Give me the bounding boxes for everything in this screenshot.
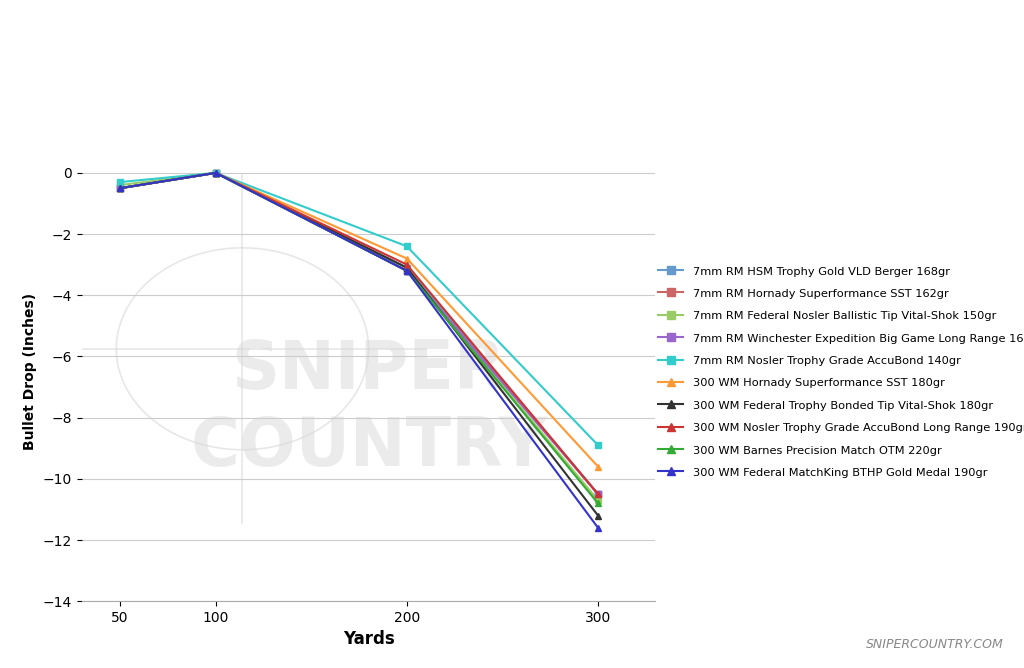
7mm RM Nosler Trophy Grade AccuBond 140gr: [400, 242, 413, 250]
300 WM Barnes Precision Match OTM 220gr: [210, 169, 222, 177]
Text: SHORT RANGE TRAJECTORY: SHORT RANGE TRAJECTORY: [63, 23, 961, 80]
300 WM Federal MatchKing BTHP Gold Medal 190gr: [592, 524, 604, 532]
300 WM Federal Trophy Bonded Tip Vital-Shok 180gr: [592, 512, 604, 520]
Line: 7mm RM Nosler Trophy Grade AccuBond 140gr: 7mm RM Nosler Trophy Grade AccuBond 140g…: [117, 170, 601, 449]
7mm RM Hornady Superformance SST 162gr: [114, 184, 126, 192]
Line: 7mm RM HSM Trophy Gold VLD Berger 168gr: 7mm RM HSM Trophy Gold VLD Berger 168gr: [117, 170, 601, 498]
7mm RM HSM Trophy Gold VLD Berger 168gr: [592, 490, 604, 498]
Text: SNIPER
COUNTRY: SNIPER COUNTRY: [190, 337, 547, 480]
7mm RM Winchester Expedition Big Game Long Range 168gr: [592, 490, 604, 498]
300 WM Nosler Trophy Grade AccuBond Long Range 190gr: [114, 184, 126, 192]
X-axis label: Yards: Yards: [343, 631, 394, 649]
300 WM Federal MatchKing BTHP Gold Medal 190gr: [114, 184, 126, 192]
7mm RM Hornady Superformance SST 162gr: [210, 169, 222, 177]
7mm RM Nosler Trophy Grade AccuBond 140gr: [592, 441, 604, 449]
300 WM Nosler Trophy Grade AccuBond Long Range 190gr: [400, 261, 413, 269]
7mm RM Winchester Expedition Big Game Long Range 168gr: [210, 169, 222, 177]
300 WM Hornady Superformance SST 180gr: [210, 169, 222, 177]
7mm RM HSM Trophy Gold VLD Berger 168gr: [210, 169, 222, 177]
7mm RM Winchester Expedition Big Game Long Range 168gr: [400, 267, 413, 275]
Y-axis label: Bullet Drop (Inches): Bullet Drop (Inches): [24, 293, 38, 450]
7mm RM Federal Nosler Ballistic Tip Vital-Shok 150gr: [210, 169, 222, 177]
7mm RM HSM Trophy Gold VLD Berger 168gr: [114, 184, 126, 192]
Line: 7mm RM Winchester Expedition Big Game Long Range 168gr: 7mm RM Winchester Expedition Big Game Lo…: [117, 170, 601, 498]
7mm RM Hornady Superformance SST 162gr: [400, 267, 413, 275]
300 WM Federal Trophy Bonded Tip Vital-Shok 180gr: [114, 184, 126, 192]
300 WM Barnes Precision Match OTM 220gr: [592, 499, 604, 507]
Text: SNIPERCOUNTRY.COM: SNIPERCOUNTRY.COM: [865, 639, 1004, 651]
7mm RM Nosler Trophy Grade AccuBond 140gr: [210, 169, 222, 177]
Line: 300 WM Federal MatchKing BTHP Gold Medal 190gr: 300 WM Federal MatchKing BTHP Gold Medal…: [117, 170, 601, 531]
300 WM Hornady Superformance SST 180gr: [114, 184, 126, 192]
7mm RM Winchester Expedition Big Game Long Range 168gr: [114, 184, 126, 192]
300 WM Federal Trophy Bonded Tip Vital-Shok 180gr: [210, 169, 222, 177]
7mm RM Federal Nosler Ballistic Tip Vital-Shok 150gr: [114, 181, 126, 189]
Line: 300 WM Federal Trophy Bonded Tip Vital-Shok 180gr: 300 WM Federal Trophy Bonded Tip Vital-S…: [117, 170, 601, 519]
300 WM Barnes Precision Match OTM 220gr: [114, 184, 126, 192]
300 WM Federal MatchKing BTHP Gold Medal 190gr: [400, 267, 413, 275]
Legend: 7mm RM HSM Trophy Gold VLD Berger 168gr, 7mm RM Hornady Superformance SST 162gr,: 7mm RM HSM Trophy Gold VLD Berger 168gr,…: [654, 261, 1024, 482]
300 WM Barnes Precision Match OTM 220gr: [400, 267, 413, 275]
7mm RM Federal Nosler Ballistic Tip Vital-Shok 150gr: [592, 496, 604, 504]
300 WM Hornady Superformance SST 180gr: [400, 255, 413, 263]
7mm RM Federal Nosler Ballistic Tip Vital-Shok 150gr: [400, 267, 413, 275]
300 WM Nosler Trophy Grade AccuBond Long Range 190gr: [210, 169, 222, 177]
7mm RM Hornady Superformance SST 162gr: [592, 490, 604, 498]
Line: 300 WM Barnes Precision Match OTM 220gr: 300 WM Barnes Precision Match OTM 220gr: [117, 170, 601, 507]
300 WM Hornady Superformance SST 180gr: [592, 462, 604, 470]
Line: 300 WM Hornady Superformance SST 180gr: 300 WM Hornady Superformance SST 180gr: [117, 170, 601, 470]
7mm RM Nosler Trophy Grade AccuBond 140gr: [114, 178, 126, 186]
Line: 300 WM Nosler Trophy Grade AccuBond Long Range 190gr: 300 WM Nosler Trophy Grade AccuBond Long…: [117, 170, 601, 498]
7mm RM HSM Trophy Gold VLD Berger 168gr: [400, 264, 413, 272]
Line: 7mm RM Federal Nosler Ballistic Tip Vital-Shok 150gr: 7mm RM Federal Nosler Ballistic Tip Vita…: [117, 170, 601, 504]
Line: 7mm RM Hornady Superformance SST 162gr: 7mm RM Hornady Superformance SST 162gr: [117, 170, 601, 498]
300 WM Federal MatchKing BTHP Gold Medal 190gr: [210, 169, 222, 177]
300 WM Federal Trophy Bonded Tip Vital-Shok 180gr: [400, 264, 413, 272]
300 WM Nosler Trophy Grade AccuBond Long Range 190gr: [592, 490, 604, 498]
